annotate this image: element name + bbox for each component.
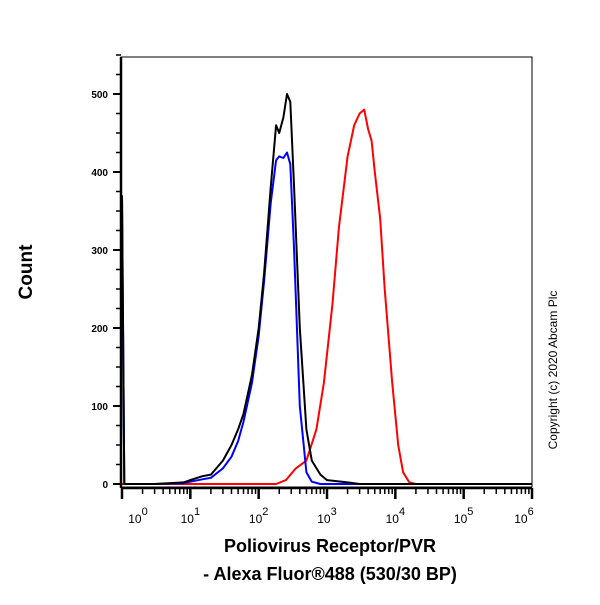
x-tick-exponent: 5 (467, 506, 473, 518)
x-tick-label: 106 (514, 506, 533, 526)
axis-ticks (113, 54, 534, 499)
series-curves (121, 93, 532, 485)
x-tick-label: 103 (317, 506, 336, 526)
x-tick-exponent: 2 (262, 506, 268, 518)
blue-series-line (121, 151, 532, 485)
x-tick-label: 100 (128, 506, 147, 526)
y-tick-label: 300 (91, 246, 108, 257)
y-tick-labels: 0 100 200 300 400 500 (91, 90, 108, 491)
x-tick-exponent: 6 (528, 506, 534, 518)
x-tick-exponent: 1 (194, 506, 200, 518)
y-tick-label: 0 (102, 480, 108, 491)
x-tick-label: 102 (249, 506, 268, 526)
y-tick-label: 200 (91, 324, 108, 335)
y-tick-label: 500 (91, 90, 108, 101)
red-series-line (122, 108, 532, 485)
x-axis-label-line2: - Alexa Fluor®488 (530/30 BP) (203, 564, 457, 584)
y-tick-label: 100 (91, 402, 108, 413)
x-tick-label: 101 (181, 506, 200, 526)
y-tick-label: 400 (91, 168, 108, 179)
black-series-line (121, 93, 532, 485)
x-tick-label: 105 (454, 506, 473, 526)
x-tick-labels: 100 101 102 103 104 105 106 (128, 506, 533, 526)
x-tick-exponent: 3 (331, 506, 337, 518)
x-tick-exponent: 0 (142, 506, 148, 518)
x-tick-exponent: 4 (399, 506, 405, 518)
x-tick-label: 104 (386, 506, 405, 526)
x-axis-label-line1: Poliovirus Receptor/PVR (224, 536, 436, 556)
plot-frame (120, 56, 533, 488)
copyright-text: Copyright (c) 2020 Abcam Plc (546, 291, 560, 450)
y-axis-label: Count (16, 244, 37, 300)
